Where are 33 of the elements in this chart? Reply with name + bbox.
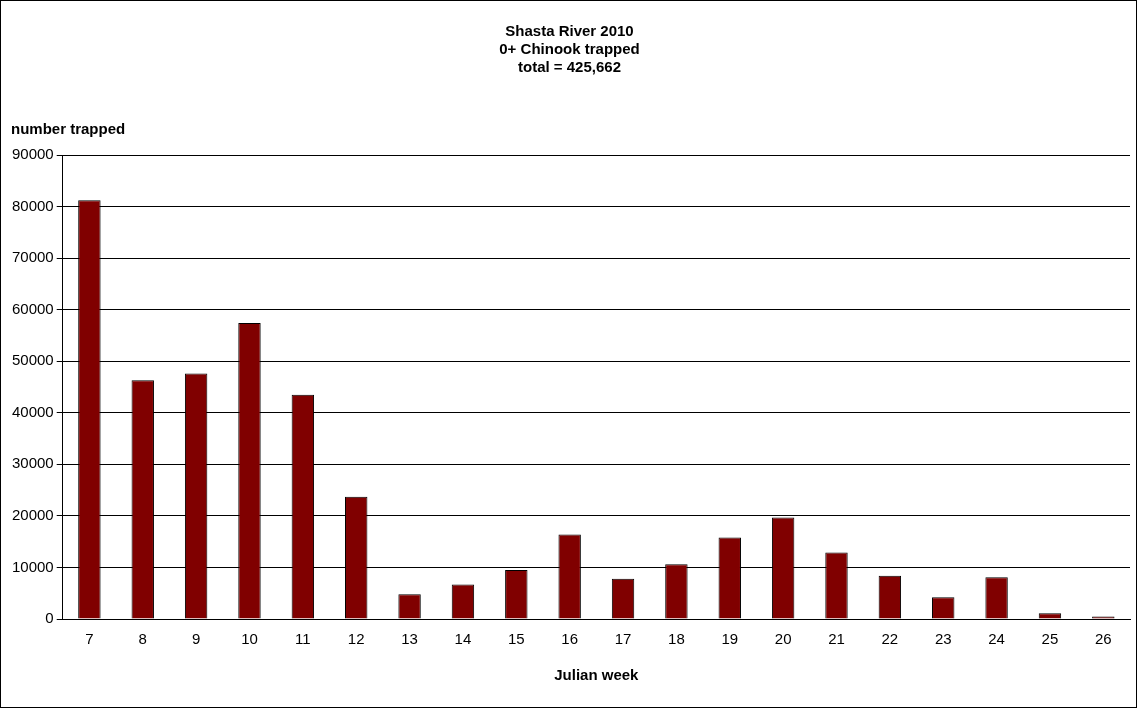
x-tick-label: 19 bbox=[721, 630, 739, 648]
y-tick-label: 40000 bbox=[11, 402, 54, 420]
y-tick-label: 90000 bbox=[11, 145, 54, 163]
x-tick-label: 26 bbox=[1094, 630, 1112, 648]
x-tick-label: 24 bbox=[988, 630, 1005, 648]
y-tick-label: 80000 bbox=[11, 196, 54, 214]
x-tick-label: 8 bbox=[138, 630, 147, 648]
x-tick-label: 18 bbox=[668, 630, 685, 648]
y-tick-label: 20000 bbox=[11, 506, 54, 524]
x-tick-label: 14 bbox=[454, 630, 472, 648]
y-axis-title: number trapped bbox=[11, 119, 126, 137]
x-tick-label: 17 bbox=[614, 630, 632, 648]
x-tick-label: 22 bbox=[881, 630, 899, 648]
x-tick-label: 11 bbox=[295, 630, 311, 648]
y-tick-label: 0 bbox=[45, 609, 54, 627]
y-tick-label: 10000 bbox=[11, 557, 54, 575]
x-tick-label: 9 bbox=[191, 630, 201, 648]
x-tick-label: 21 bbox=[828, 630, 845, 648]
x-tick-label: 20 bbox=[774, 630, 792, 648]
x-tick-label: 23 bbox=[934, 630, 952, 648]
x-tick-label: 7 bbox=[85, 630, 94, 648]
x-tick-label: 10 bbox=[241, 630, 258, 648]
y-tick-label: 60000 bbox=[11, 299, 54, 317]
x-axis-title: Julian week bbox=[554, 666, 640, 684]
y-tick-label: 30000 bbox=[11, 454, 54, 472]
y-tick-label: 50000 bbox=[11, 351, 54, 369]
y-tick-label: 70000 bbox=[11, 248, 54, 266]
x-tick-label: 13 bbox=[401, 630, 418, 648]
x-tick-label: 15 bbox=[507, 630, 525, 648]
x-tick-label: 12 bbox=[347, 630, 365, 648]
x-tick-label: 25 bbox=[1041, 630, 1059, 648]
chart-title: Shasta River 2010 0+ Chinook trapped total = 425,662 bbox=[499, 22, 640, 76]
x-tick-label: 16 bbox=[561, 630, 579, 648]
